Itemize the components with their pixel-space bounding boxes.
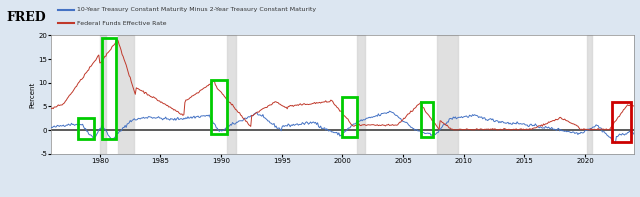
Bar [588, 35, 593, 154]
Bar [78, 118, 93, 139]
Y-axis label: Percent: Percent [29, 81, 35, 108]
Bar [421, 102, 433, 137]
Bar [357, 35, 365, 154]
Bar [100, 35, 106, 154]
Bar [612, 102, 631, 142]
Bar [227, 35, 236, 154]
Bar [102, 38, 115, 139]
Bar [342, 97, 357, 137]
Text: FRED: FRED [6, 11, 46, 24]
Bar [211, 80, 227, 134]
Text: Federal Funds Effective Rate: Federal Funds Effective Rate [77, 20, 166, 26]
Bar [437, 35, 458, 154]
Text: 10-Year Treasury Constant Maturity Minus 2-Year Treasury Constant Maturity: 10-Year Treasury Constant Maturity Minus… [77, 7, 316, 12]
Bar [118, 35, 134, 154]
